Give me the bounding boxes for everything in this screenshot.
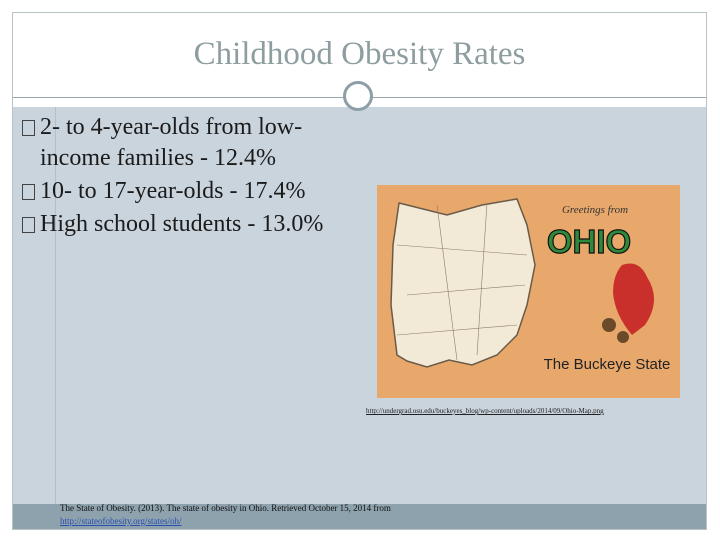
citation: The State of Obesity. (2013). The state … [60,503,391,513]
citation-link[interactable]: http://stateofobesity.org/states/oh/ [60,516,182,526]
title-ornament [343,81,373,111]
postcard-state: OHIO [547,223,631,260]
ohio-postcard: Greetings from OHIO The Buckeye State [377,185,680,398]
postcard-nickname: The Buckeye State [544,356,671,373]
bullet: 2- to 4-year-olds from low-income famili… [20,112,350,174]
postcard-greeting: Greetings from [562,204,628,216]
image-source[interactable]: http://undergrad.osu.edu/buckeyes_blog/w… [366,407,604,415]
bullet-list: 2- to 4-year-olds from low-income famili… [20,112,350,242]
slide-frame [12,12,707,530]
cardinal [613,263,655,335]
bullet: 10- to 17-year-olds - 17.4% [20,176,350,207]
margin-line [55,107,56,529]
slide-title: Childhood Obesity Rates [193,36,526,72]
buckeye [602,318,616,332]
bullet: High school students - 13.0% [20,209,350,240]
map-roads [396,202,528,361]
ohio-map [390,198,536,368]
footer-band [13,504,706,529]
buckeye [617,331,629,343]
